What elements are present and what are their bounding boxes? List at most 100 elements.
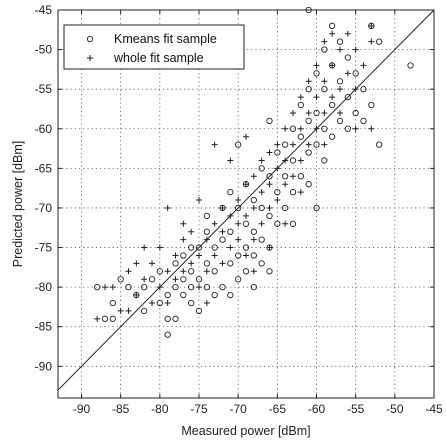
whole-sample-point: [227, 212, 234, 219]
kmeans-point: [235, 141, 242, 148]
whole-sample-point: [352, 86, 359, 93]
kmeans-point: [109, 299, 116, 307]
kmeans-point: [289, 220, 297, 227]
whole-sample-point: [172, 252, 179, 259]
kmeans-point: [360, 86, 367, 93]
whole-sample-point: [156, 284, 163, 291]
kmeans-point: [188, 299, 195, 307]
x-tick-label: -60: [308, 402, 326, 416]
whole-sample-point: [329, 30, 336, 37]
kmeans-point: [227, 228, 234, 235]
kmeans-point: [148, 276, 156, 283]
kmeans-point: [141, 283, 148, 291]
kmeans-point: [242, 220, 250, 227]
whole-sample-point: [188, 260, 195, 267]
kmeans-point: [313, 141, 320, 148]
whole-sample-point: [368, 125, 375, 132]
whole-sample-point: [313, 94, 320, 101]
whole-sample-point: [321, 109, 328, 116]
x-tick-label: -50: [386, 402, 404, 416]
kmeans-point: [172, 283, 179, 291]
whole-sample-point: [250, 173, 257, 180]
kmeans-point: [360, 117, 367, 125]
x-tick-label: -70: [229, 402, 247, 416]
kmeans-point: [164, 291, 171, 299]
x-axis-label: Measured power [dBm]: [181, 424, 310, 438]
whole-sample-point: [290, 173, 296, 180]
whole-sample-point: [266, 181, 273, 188]
x-tick-label: -85: [112, 402, 130, 416]
whole-sample-point: [219, 228, 226, 235]
x-tick-label: -80: [151, 402, 169, 416]
kmeans-point: [227, 260, 234, 267]
kmeans-point: [164, 315, 171, 322]
y-tick-label: -80: [35, 280, 53, 294]
kmeans-point: [344, 54, 351, 61]
kmeans-point: [305, 86, 312, 93]
whole-sample-point: [125, 268, 132, 275]
kmeans-point: [203, 283, 210, 291]
x-tick-label: -55: [347, 402, 365, 416]
kmeans-point: [274, 220, 281, 227]
kmeans-point: [344, 125, 351, 132]
kmeans-point: [368, 101, 375, 109]
whole-sample-point: [258, 189, 265, 196]
kmeans-point: [164, 331, 171, 338]
whole-sample-point: [180, 268, 187, 275]
whole-sample-point: [149, 260, 155, 267]
kmeans-point: [250, 196, 257, 204]
whole-sample-point: [297, 157, 304, 164]
kmeans-point: [352, 70, 359, 77]
kmeans-point: [211, 291, 218, 299]
kmeans-point: [180, 276, 187, 283]
whole-sample-point: [274, 165, 281, 172]
kmeans-point: [258, 204, 265, 212]
kmeans-point: [266, 212, 273, 220]
whole-sample-point: [274, 197, 281, 204]
kmeans-point: [227, 291, 234, 299]
kmeans-point: [336, 38, 344, 45]
kmeans-point: [195, 244, 203, 251]
whole-sample-point: [290, 141, 296, 148]
x-tick-label: -45: [425, 402, 443, 416]
whole-sample-point: [196, 284, 202, 291]
kmeans-point: [266, 268, 273, 275]
whole-sample-point: [297, 125, 304, 132]
kmeans-point: [203, 228, 210, 235]
whole-sample-point: [94, 315, 101, 322]
x-tick-label: -75: [190, 402, 208, 416]
y-tick-label: -85: [35, 320, 53, 334]
kmeans-point: [203, 260, 210, 267]
kmeans-point: [329, 22, 336, 29]
whole-sample-point: [196, 252, 202, 259]
whole-sample-point: [172, 276, 179, 283]
whole-sample-point: [180, 220, 187, 227]
y-axis-label: Predicted power [dBm]: [11, 141, 25, 267]
whole-sample-point: [211, 220, 218, 227]
kmeans-point: [235, 276, 242, 283]
whole-sample-point: [243, 212, 249, 219]
kmeans-point: [297, 101, 304, 109]
whole-sample-point: [313, 62, 320, 69]
whole-sample-point: [141, 276, 148, 283]
whole-sample-point: [266, 204, 273, 211]
whole-sample-point: [297, 189, 304, 196]
kmeans-point: [313, 204, 320, 212]
legend-items: Kmeans fit sample whole fit sample: [86, 32, 217, 65]
whole-sample-point: [250, 204, 257, 211]
whole-sample-point: [258, 157, 265, 164]
kmeans-point: [109, 315, 116, 322]
kmeans-point: [188, 268, 195, 275]
whole-sample-point: [337, 86, 343, 93]
kmeans-point: [250, 283, 257, 291]
whole-sample-point: [156, 244, 163, 251]
kmeans-point: [211, 268, 218, 275]
whole-sample-point: [321, 141, 328, 148]
kmeans-point: [258, 260, 265, 267]
whole-sample-point: [125, 307, 132, 314]
kmeans-point: [250, 228, 257, 235]
kmeans-point: [274, 149, 281, 156]
kmeans-point: [407, 62, 414, 69]
whole-sample-point: [266, 149, 273, 156]
